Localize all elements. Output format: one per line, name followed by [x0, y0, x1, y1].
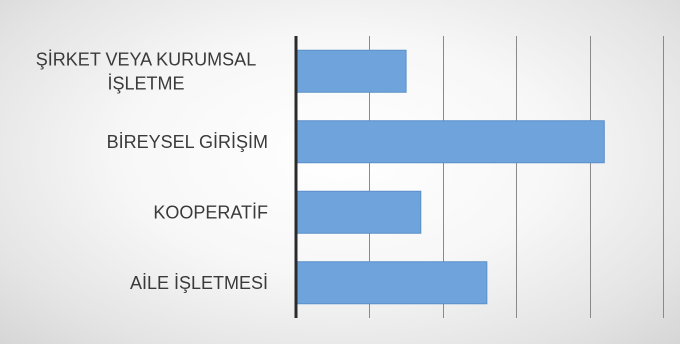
category-label-2: BİREYSEL GİRİŞİM	[107, 132, 268, 152]
label-layer: ŞİRKET VEYA KURUMSAL İŞLETME BİREYSEL GİRİ…	[36, 49, 268, 293]
bar-layer	[295, 49, 605, 305]
bar-1	[295, 49, 407, 93]
bar-2	[295, 120, 605, 164]
category-label-3: KOOPERATİF	[153, 202, 268, 222]
category-label-1: ŞİRKET VEYA KURUMSAL İŞLETME	[36, 49, 256, 93]
bar-3	[295, 190, 422, 234]
category-label-4: AİLE İŞLETMESİ	[130, 273, 268, 293]
bar-4	[295, 261, 488, 305]
